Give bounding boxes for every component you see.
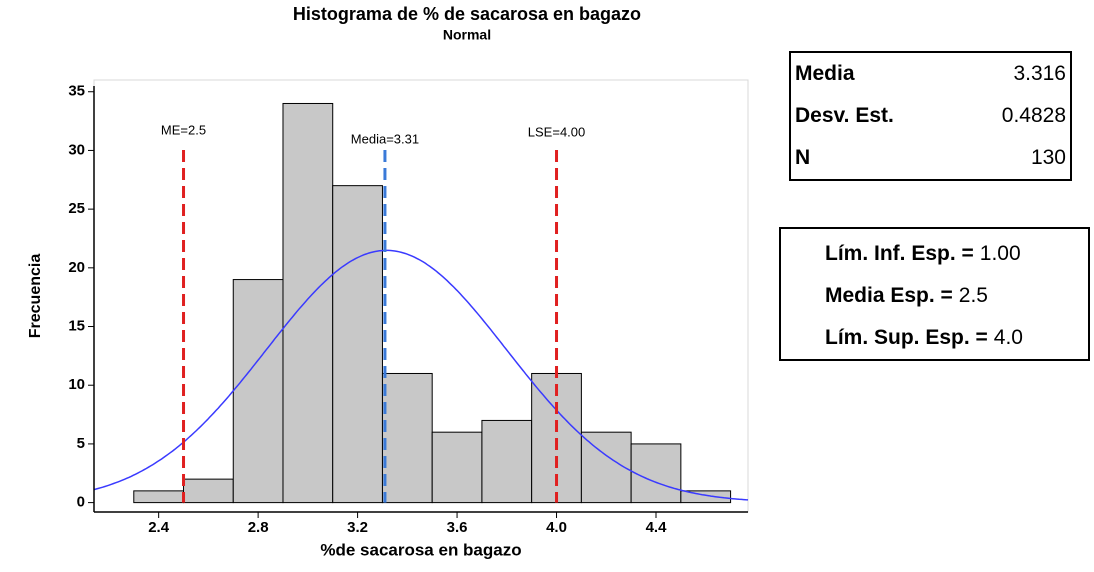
- x-axis-label: %de sacarosa en bagazo: [320, 540, 521, 559]
- x-tick-label: 3.6: [447, 519, 468, 536]
- bar: [680, 490, 732, 504]
- chart-title: Histograma de % de sacarosa en bagazo: [293, 4, 641, 24]
- y-tick-label: 35: [68, 83, 85, 100]
- reference-label: ME=2.5: [161, 122, 206, 137]
- bar: [481, 419, 533, 504]
- spec-table: Lím. Inf. Esp. = 1.00 Media Esp. = 2.5 Lím. …: [779, 227, 1090, 361]
- bar: [282, 102, 334, 504]
- x-tick-label: 2.4: [148, 519, 170, 536]
- bar: [381, 372, 433, 504]
- x-tick-label: 3.2: [347, 519, 368, 536]
- table-row: Media Esp. = 2.5: [781, 275, 1088, 317]
- row-value: 0.4828: [1001, 104, 1066, 127]
- row-label: Lím. Sup. Esp. =: [825, 326, 988, 349]
- y-axis-label: Frecuencia: [27, 254, 44, 339]
- table-row: N 130: [791, 137, 1070, 179]
- row-value: 130: [1030, 146, 1066, 169]
- reference-label: LSE=4.00: [528, 124, 585, 139]
- reference-label: Media=3.31: [351, 131, 419, 146]
- row-value: 3.316: [1013, 62, 1066, 85]
- row-value: 1.00: [979, 242, 1021, 265]
- bar: [183, 478, 234, 504]
- row-label: Lím. Inf. Esp. =: [825, 242, 974, 265]
- table-row: Lím. Sup. Esp. = 4.0: [781, 317, 1088, 359]
- row-value: 2.5: [958, 284, 988, 307]
- y-tick-label: 15: [68, 317, 85, 334]
- row-label: Media: [795, 62, 855, 85]
- row-label: Desv. Est.: [795, 104, 894, 127]
- chart-subtitle: Normal: [443, 27, 491, 43]
- y-tick-label: 0: [77, 494, 85, 511]
- stats-table: Media 3.316 Desv. Est. 0.4828 N 130: [789, 51, 1072, 181]
- bar: [580, 431, 632, 504]
- bar: [232, 279, 284, 504]
- x-tick-label: 4.4: [646, 519, 668, 536]
- table-row: Lím. Inf. Esp. = 1.00: [781, 233, 1088, 275]
- bar: [630, 443, 682, 504]
- chart: Histograma de % de sacarosa en bagazo No…: [27, 4, 749, 559]
- y-tick-label: 25: [68, 200, 85, 217]
- normal-curve: [93, 249, 749, 501]
- x-tick-label: 2.8: [248, 519, 269, 536]
- table-row: Media 3.316: [791, 53, 1070, 95]
- x-tick-label: 4.0: [546, 519, 567, 536]
- y-tick-label: 10: [68, 376, 85, 393]
- bar: [431, 431, 483, 504]
- row-label: Media Esp. =: [825, 284, 953, 307]
- y-tick-label: 5: [77, 435, 85, 452]
- table-row: Desv. Est. 0.4828: [791, 95, 1070, 137]
- row-value: 4.0: [993, 326, 1023, 349]
- row-label: N: [795, 146, 811, 169]
- y-tick-label: 20: [68, 259, 85, 276]
- bar: [332, 185, 383, 504]
- y-tick-label: 30: [68, 141, 85, 158]
- bar: [133, 490, 185, 504]
